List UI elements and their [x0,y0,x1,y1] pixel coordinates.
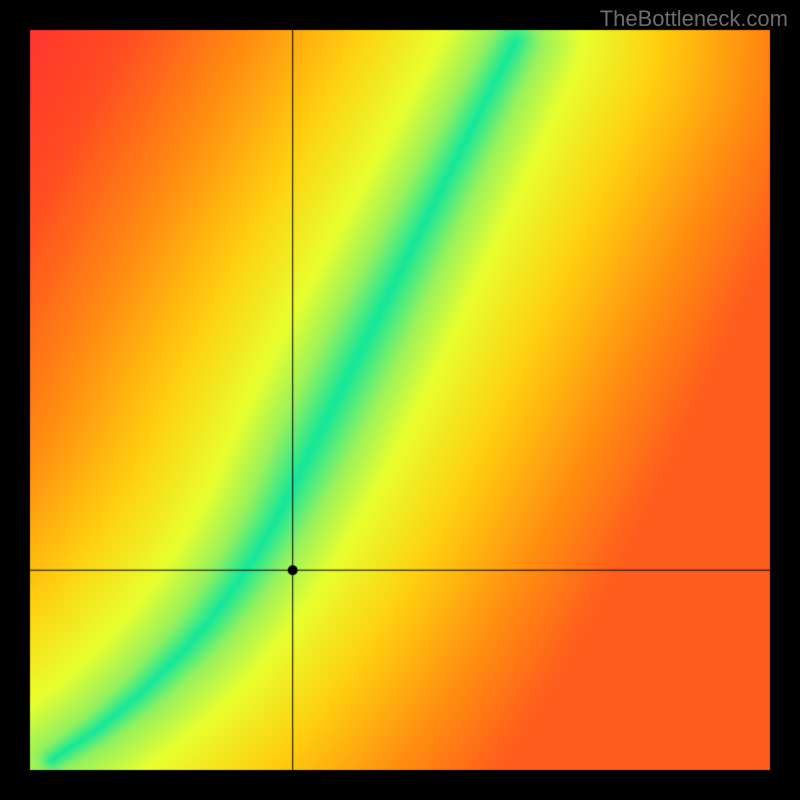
watermark-text: TheBottleneck.com [600,6,788,32]
chart-container: TheBottleneck.com [0,0,800,800]
heatmap-canvas [0,0,800,800]
